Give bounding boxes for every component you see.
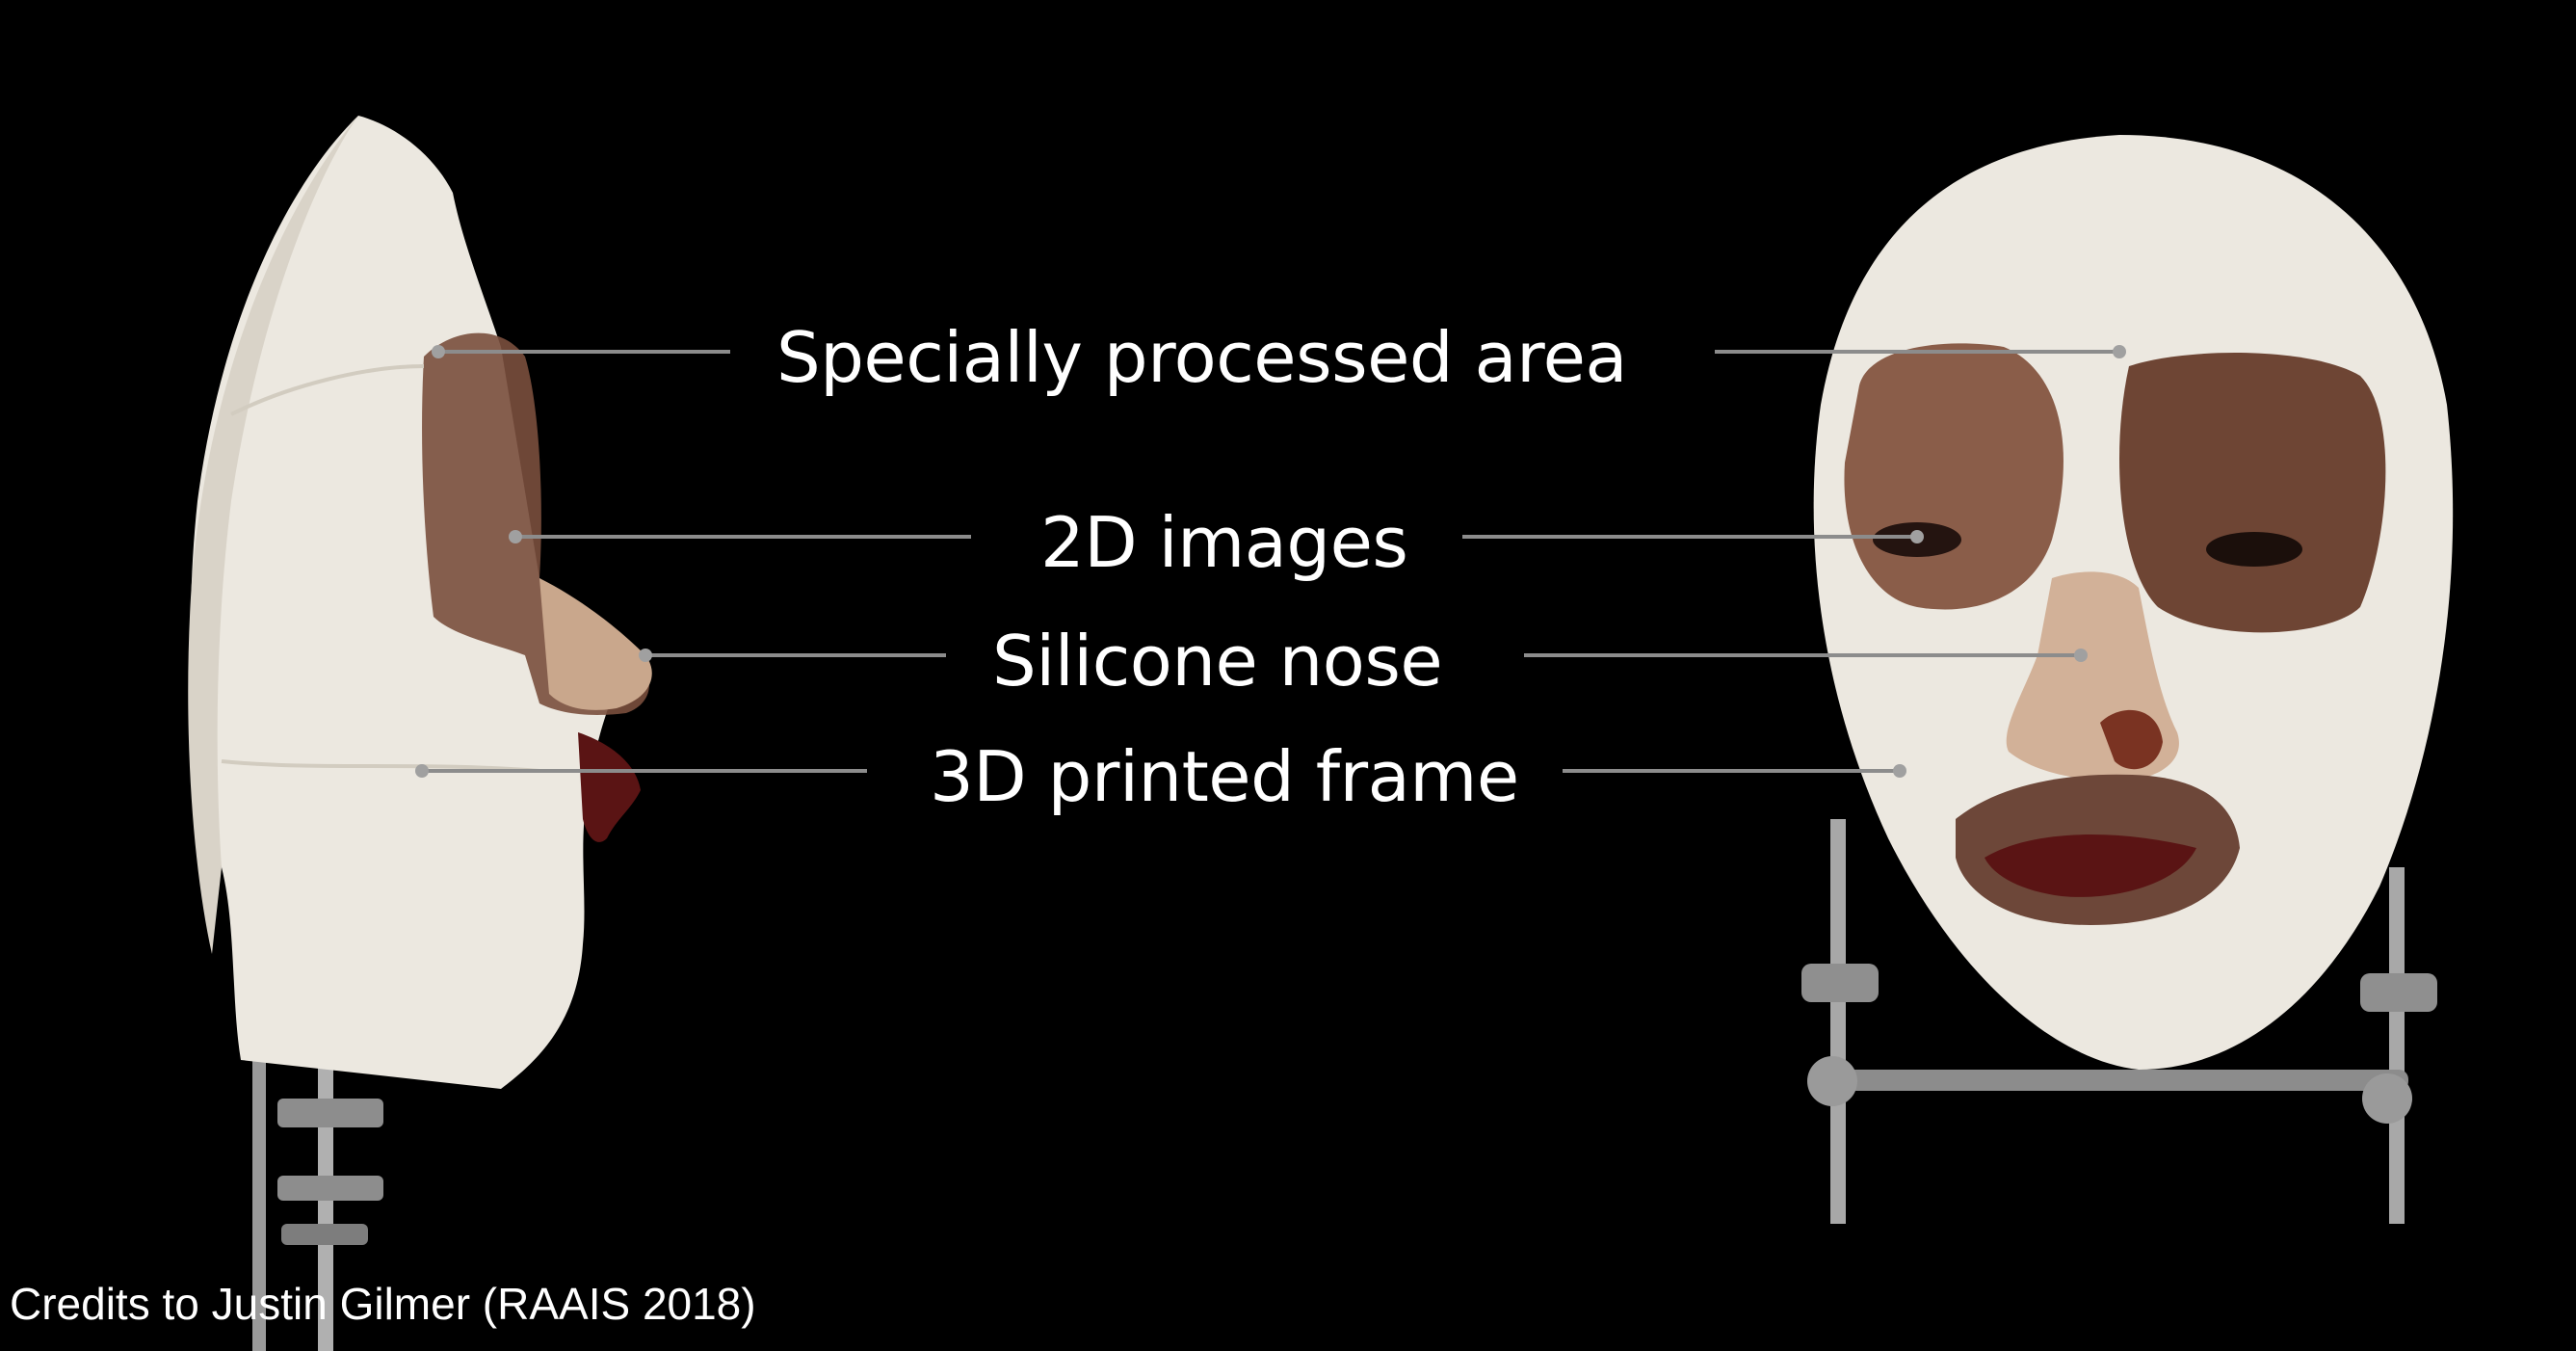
front-eye-right [2206, 532, 2302, 567]
front-eye-patch-left [1844, 343, 2063, 610]
label-2d-images: 2D images [1040, 502, 1408, 583]
profile-mask-flap [188, 116, 358, 954]
leader-lines [422, 350, 2119, 773]
front-stand-joint-left [1807, 1056, 1857, 1106]
front-lips [1985, 834, 2196, 897]
front-nose-stain [2100, 709, 2163, 770]
profile-lips [578, 732, 641, 842]
label-silicone-nose: Silicone nose [992, 621, 1443, 702]
label-specially-processed-area: Specially processed area [776, 317, 1628, 398]
profile-stand-clamp-3 [281, 1224, 368, 1245]
front-stand-clamp-left [1801, 964, 1879, 1002]
profile-nose [539, 578, 652, 710]
profile-stand-clamp-2 [277, 1176, 383, 1201]
profile-skin-patch [422, 332, 649, 715]
profile-stand-clamp [277, 1099, 383, 1127]
profile-tape-line-2 [230, 364, 425, 416]
profile-mask-shell [191, 116, 637, 1089]
mask-front [1801, 135, 2454, 1224]
leader-dot [2113, 345, 2126, 358]
leader-dot [1910, 530, 1924, 543]
leader-dot [415, 764, 429, 778]
leader-dot [509, 530, 522, 543]
front-eye-patch-right [2119, 353, 2386, 633]
front-stand-rod-right [2389, 867, 2405, 1224]
leader-dots [415, 345, 2126, 778]
credit-caption: Credits to Justin Gilmer (RAAIS 2018) [10, 1279, 756, 1329]
front-stand-joint-right [2362, 1073, 2412, 1124]
leader-dot [639, 649, 652, 662]
mask-profile [188, 116, 652, 1351]
front-stand-clamp-right [2360, 973, 2437, 1012]
label-3d-printed-frame: 3D printed frame [930, 736, 1519, 817]
leader-dot [2074, 649, 2088, 662]
front-stand-rod-left [1830, 819, 1846, 1224]
front-stand-crossbar [1811, 1070, 2408, 1091]
profile-stand-rod [252, 983, 266, 1351]
leader-dot [432, 345, 445, 358]
profile-tape-line [221, 759, 540, 773]
leader-dot [1893, 764, 1906, 778]
